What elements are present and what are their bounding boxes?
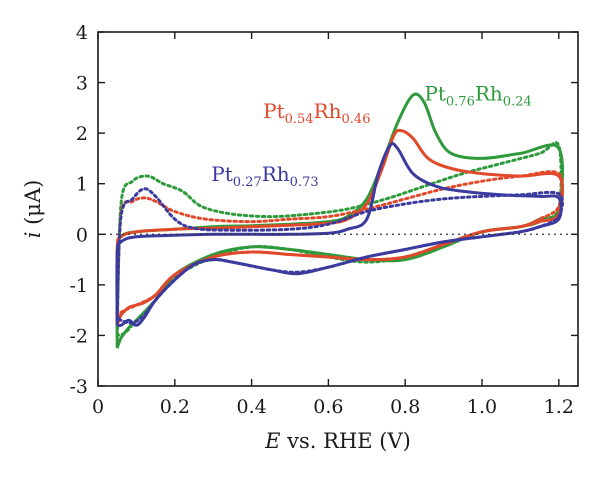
y-tick-label: -1 [69,275,88,297]
series-label-pt054: Pt0.54Rh0.46 [263,99,370,127]
series-layer [115,92,564,349]
x-axis-title: E vs. RHE (V) [264,429,411,453]
series-label-subscript: 0.46 [342,112,371,127]
y-tick-label: 0 [76,224,88,246]
series-label-element: Pt [211,162,233,186]
x-tick-label: 0.8 [390,396,420,418]
series-label-subscript: 0.76 [446,94,475,109]
series-label-subscript: 0.73 [290,175,319,190]
plot-frame [97,31,579,387]
series-label-pt027: Pt0.27Rh0.73 [211,162,318,190]
series-label-subscript: 0.54 [285,112,314,127]
series-label-element: Pt [424,81,446,105]
x-tick-label: 0.2 [160,396,190,418]
y-tick-label: -2 [69,325,88,347]
series-solid-curve-pt054 [115,128,564,326]
y-axis-title-var: i [21,232,45,239]
series-label-pt076: Pt0.76Rh0.24 [424,81,531,109]
y-tick-label: 1 [76,174,88,196]
x-axis-title-rest: vs. RHE (V) [280,429,410,453]
y-tick-label: -3 [69,376,88,398]
y-axis-title: i (μA) [21,180,45,239]
series-label-element: Rh [475,81,503,105]
y-tick-label: 4 [76,22,88,44]
series-label-element: Pt [263,99,285,123]
x-tick-label: 1.2 [544,396,574,418]
x-tick-label: 0.6 [313,396,343,418]
y-tick-label: 3 [76,73,88,95]
x-tick-label: 0.4 [236,396,266,418]
x-axis-title-var: E [264,429,280,453]
ticks-layer: 0 0.2 0.4 0.6 0.8 1.0 1.2 -3 -2 -1 0 1 2 3 4 [69,22,578,418]
y-axis-title-rest: (μA) [21,180,45,232]
series-label-subscript: 0.24 [503,94,532,109]
series-label-element: Rh [314,99,342,123]
series-dotted-curve-pt076 [115,141,563,337]
x-tick-label: 1.0 [467,396,497,418]
x-tick-label: 0 [92,396,104,418]
y-tick-label: 2 [76,123,88,145]
series-label-element: Rh [262,162,290,186]
series-label-subscript: 0.27 [233,175,262,190]
